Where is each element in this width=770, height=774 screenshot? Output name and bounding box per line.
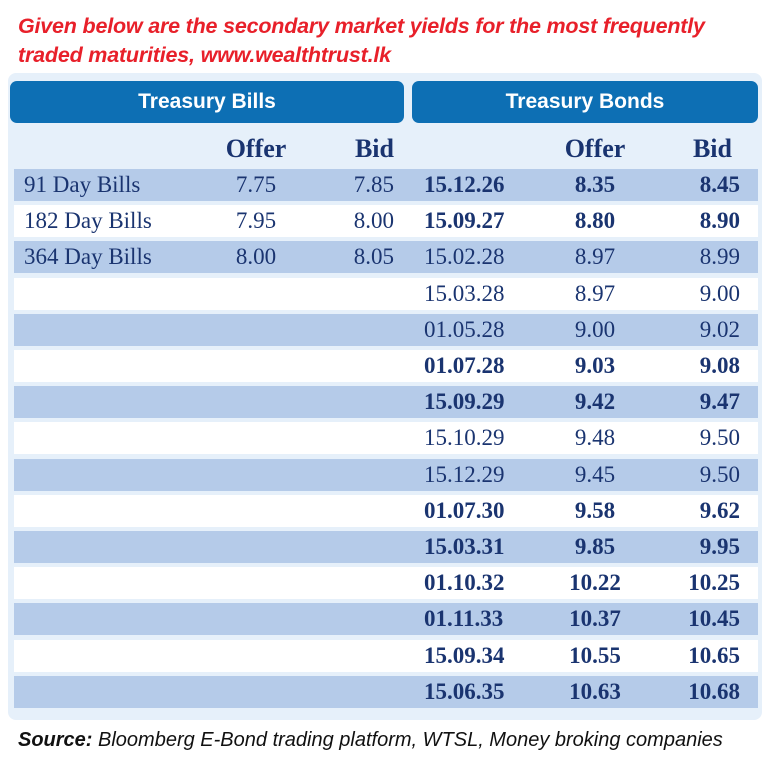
row-band bbox=[14, 676, 758, 708]
bond-bid: 10.25 bbox=[688, 570, 740, 595]
bond-bid: 9.50 bbox=[699, 425, 740, 450]
bond-bid: 10.65 bbox=[688, 643, 740, 668]
row-band bbox=[14, 386, 758, 418]
bonds-offer-column-header: Offer bbox=[564, 134, 626, 163]
bills-bid-column-header: Bid bbox=[354, 134, 394, 163]
bond-bid: 9.95 bbox=[699, 534, 740, 559]
treasury-bills-header: Treasury Bills bbox=[10, 81, 404, 123]
bond-offer: 8.97 bbox=[574, 281, 616, 306]
bond-offer: 10.55 bbox=[569, 643, 621, 668]
bond-maturity: 15.09.27 bbox=[424, 208, 505, 233]
bill-name: 364 Day Bills bbox=[24, 244, 152, 269]
bond-bid: 9.08 bbox=[699, 353, 740, 378]
bond-offer: 9.45 bbox=[574, 462, 616, 487]
row-gap bbox=[14, 422, 758, 454]
bond-offer: 10.37 bbox=[569, 606, 621, 631]
bill-name: 182 Day Bills bbox=[24, 208, 152, 233]
row-gap bbox=[14, 205, 758, 237]
row-gap bbox=[14, 567, 758, 599]
bond-offer: 10.22 bbox=[569, 570, 621, 595]
row-band bbox=[14, 241, 758, 273]
row-band bbox=[14, 603, 758, 635]
source-note: Source: Bloomberg E-Bond trading platfor… bbox=[18, 726, 763, 754]
bond-offer: 9.42 bbox=[574, 389, 616, 414]
row-band bbox=[14, 531, 758, 563]
source-label: Source: bbox=[18, 729, 93, 751]
bonds-bid-column-header: Bid bbox=[692, 134, 732, 163]
bond-maturity: 01.11.33 bbox=[424, 606, 504, 631]
bill-bid: 8.05 bbox=[353, 244, 394, 269]
bond-offer: 10.63 bbox=[569, 679, 621, 704]
bond-maturity: 01.05.28 bbox=[424, 317, 505, 342]
treasury-bonds-header: Treasury Bonds bbox=[412, 81, 758, 123]
bond-maturity: 15.12.29 bbox=[424, 462, 505, 487]
bond-bid: 8.90 bbox=[699, 208, 740, 233]
bond-maturity: 15.09.34 bbox=[424, 643, 505, 668]
bond-maturity: 15.06.35 bbox=[424, 679, 505, 704]
bond-offer: 8.80 bbox=[574, 208, 616, 233]
bond-bid: 9.50 bbox=[699, 462, 740, 487]
bond-offer: 9.85 bbox=[574, 534, 616, 559]
bill-bid: 7.85 bbox=[353, 172, 394, 197]
bond-maturity: 15.03.28 bbox=[424, 281, 505, 306]
bond-maturity: 15.09.29 bbox=[424, 389, 505, 414]
bond-maturity: 01.07.30 bbox=[424, 498, 505, 523]
source-text: Bloomberg E-Bond trading platform, WTSL,… bbox=[92, 729, 723, 751]
bond-maturity: 01.07.28 bbox=[424, 353, 505, 378]
bond-bid: 10.45 bbox=[688, 606, 740, 631]
row-band bbox=[14, 314, 758, 346]
bond-offer: 9.58 bbox=[574, 498, 616, 523]
bond-bid: 9.47 bbox=[699, 389, 740, 414]
row-band bbox=[14, 459, 758, 491]
caption: Given below are the secondary market yie… bbox=[18, 14, 705, 67]
bond-bid: 10.68 bbox=[688, 679, 740, 704]
bill-offer: 8.00 bbox=[235, 244, 277, 269]
bills-offer-column-header: Offer bbox=[225, 134, 287, 163]
bill-offer: 7.75 bbox=[235, 172, 277, 197]
row-gap bbox=[14, 640, 758, 672]
bond-maturity: 01.10.32 bbox=[424, 570, 505, 595]
bond-maturity: 15.02.28 bbox=[424, 244, 505, 269]
bond-bid: 9.00 bbox=[699, 281, 740, 306]
bond-bid: 8.99 bbox=[699, 244, 740, 269]
row-gap bbox=[14, 495, 758, 527]
bill-name: 91 Day Bills bbox=[24, 172, 141, 197]
bond-offer: 9.00 bbox=[574, 317, 616, 342]
bill-bid: 8.00 bbox=[353, 208, 394, 233]
bond-offer: 9.48 bbox=[574, 425, 616, 450]
bond-offer: 8.97 bbox=[574, 244, 616, 269]
bond-maturity: 15.12.26 bbox=[424, 172, 505, 197]
bond-maturity: 15.03.31 bbox=[424, 534, 505, 559]
row-gap bbox=[14, 350, 758, 382]
bond-bid: 8.45 bbox=[699, 172, 740, 197]
bill-offer: 7.95 bbox=[235, 208, 277, 233]
bond-bid: 9.02 bbox=[699, 317, 740, 342]
bond-maturity: 15.10.29 bbox=[424, 425, 505, 450]
row-band bbox=[14, 169, 758, 201]
bond-offer: 8.35 bbox=[574, 172, 616, 197]
bond-offer: 9.03 bbox=[574, 353, 616, 378]
row-gap bbox=[14, 278, 758, 310]
bond-bid: 9.62 bbox=[699, 498, 740, 523]
